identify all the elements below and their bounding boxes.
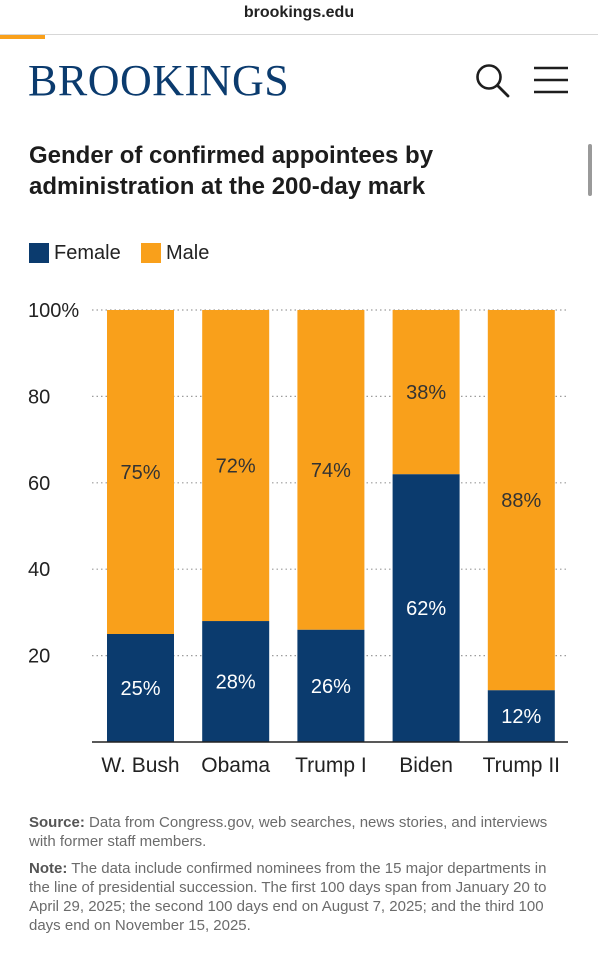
data-label: 88% <box>501 490 541 512</box>
source-note: Source: Data from Congress.gov, web sear… <box>29 813 549 851</box>
bar-male <box>392 310 460 475</box>
note-label: Note: <box>29 860 68 877</box>
bar-male <box>487 310 555 691</box>
source-text: Data from Congress.gov, web searches, ne… <box>29 814 548 850</box>
y-tick-label: 100% <box>28 300 79 322</box>
x-tick-label: Biden <box>399 754 453 777</box>
page-load-progress <box>0 35 45 39</box>
bar-male <box>202 310 270 622</box>
url-text[interactable]: brookings.edu <box>243 4 355 21</box>
bar-male <box>297 310 365 630</box>
y-tick-label: 40 <box>28 559 50 581</box>
data-label: 75% <box>120 462 160 484</box>
legend-swatch-female <box>29 243 49 263</box>
data-label: 25% <box>120 678 160 700</box>
legend-swatch-male <box>141 243 161 263</box>
legend-label-female: Female <box>54 242 121 264</box>
data-label: 26% <box>311 676 351 698</box>
hamburger-menu-icon[interactable] <box>532 64 570 98</box>
bar-female <box>487 690 555 742</box>
source-label: Source: <box>29 814 85 831</box>
data-label: 38% <box>406 382 446 404</box>
note-text: The data include confirmed nominees from… <box>29 860 547 934</box>
page-scrollbar[interactable] <box>588 144 592 196</box>
y-tick-label: 60 <box>28 473 50 495</box>
stacked-bar-chart: 20 40 60 80 100% 25% 75% W. Bush 28% 72% Obama 26% 7… <box>28 300 568 777</box>
browser-url-bar[interactable]: brookings.edu <box>0 0 598 35</box>
data-label: 62% <box>406 598 446 620</box>
bar-male <box>107 310 174 634</box>
bar-female <box>202 621 270 742</box>
y-tick-label: 20 <box>28 646 50 668</box>
data-label: 28% <box>216 672 256 694</box>
legend-label-male: Male <box>166 242 210 264</box>
bar-female <box>392 474 460 742</box>
data-label: 72% <box>216 456 256 478</box>
x-tick-label: Trump II <box>483 754 560 777</box>
bar-female <box>107 634 174 742</box>
note-text-block: Note: The data include confirmed nominee… <box>29 859 549 935</box>
chart-title: Gender of confirmed appointees by admini… <box>29 142 434 200</box>
data-label: 12% <box>501 706 541 728</box>
x-tick-label: Obama <box>201 754 270 777</box>
bar-female <box>297 629 365 742</box>
x-tick-label: Trump I <box>295 754 367 777</box>
data-label: 74% <box>311 460 351 482</box>
x-tick-label: W. Bush <box>101 754 179 777</box>
y-tick-label: 80 <box>28 386 50 408</box>
brookings-logo[interactable]: BROOKINGS <box>28 56 290 105</box>
search-icon[interactable] <box>474 62 512 100</box>
chart-footer: Source: Data from Congress.gov, web sear… <box>29 813 549 943</box>
